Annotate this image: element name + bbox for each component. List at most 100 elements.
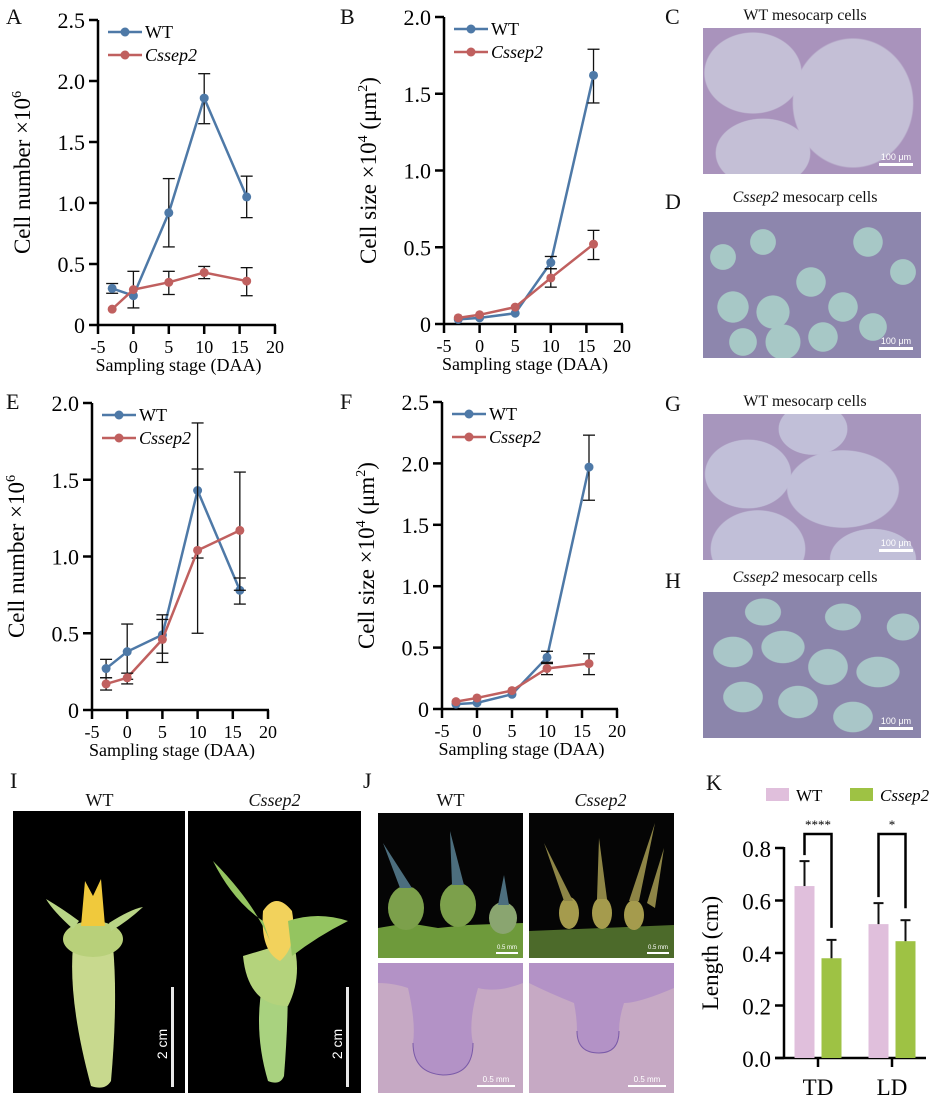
scale-bar-i-mutant [346, 987, 349, 1087]
panel-label-f: F [340, 389, 353, 414]
x-tick-label: 15 [577, 336, 595, 356]
y-tick-label: 2.0 [58, 69, 86, 94]
y-tick-label: 2.0 [52, 391, 80, 416]
x-tick-label: 10 [195, 337, 213, 357]
legend-label-wt: WT [145, 22, 173, 42]
bar-wt-td [794, 886, 815, 1058]
legend-marker [466, 24, 476, 34]
y-tick-label: 1.0 [52, 545, 80, 570]
bar-cssep2-ld [895, 941, 916, 1058]
data-point-cssep2 [242, 276, 252, 286]
y-tick-label: 0.6 [742, 890, 771, 915]
y-tick-label: 0.0 [742, 1047, 771, 1072]
data-point-cssep2 [507, 686, 517, 696]
data-point-cssep2 [122, 673, 132, 683]
x-axis-label: Sampling stage (DAA) [442, 354, 608, 375]
legend-swatch [850, 788, 873, 801]
photo-i-wt-label: WT [85, 790, 114, 810]
micrograph-h-title: Cssep2 mesocarp cells [732, 569, 878, 586]
chart-k-length: 0.0 0.2 0.4 0.6 0.8 Length (cm) TD **** LD * WT Css… [698, 786, 930, 1100]
data-point-cssep2 [235, 525, 245, 535]
panel-label-i: I [10, 768, 18, 793]
data-point-wt [546, 258, 556, 268]
mutant-section-illustration [529, 963, 674, 1054]
scale-bar-d: 100 μm [879, 336, 913, 350]
data-point-cssep2 [546, 273, 556, 283]
x-tick-label: 0 [123, 722, 132, 742]
series-line-wt [105, 486, 241, 670]
legend-marker [114, 433, 124, 443]
data-point-cssep2 [164, 277, 174, 287]
y-tick-label: 1.5 [402, 513, 430, 538]
y-tick-label: 0.5 [52, 621, 80, 646]
x-tick-label: 5 [508, 721, 517, 741]
data-point-cssep2 [584, 659, 594, 669]
y-tick-label: 2.5 [58, 8, 86, 33]
legend-label-wt: WT [139, 405, 167, 425]
photo-j-wt-section: 0.5 mm [378, 963, 523, 1093]
x-tick-label: 15 [224, 722, 242, 742]
panel-label-a: A [6, 4, 22, 29]
legend-swatch [766, 788, 789, 801]
series-line-cssep2 [105, 529, 241, 686]
photo-j-mutant-label: Cssep2 [574, 790, 627, 810]
scale-bar-c: 100 μm [879, 152, 913, 166]
y-tick-label: 1.5 [404, 82, 432, 107]
micrograph-c-wt-mesocarp: 100 μm [703, 28, 921, 174]
y-tick-label: 2.0 [404, 5, 432, 30]
data-point-wt [164, 208, 174, 218]
photo-j-mutant-spines: 0.5 mm [529, 813, 674, 958]
y-tick-label: 0.4 [742, 942, 771, 967]
scale-label-i-mutant: 2 cm [329, 1028, 346, 1060]
scale-bar-i-wt [171, 987, 174, 1087]
x-tick-label: 0 [475, 336, 484, 356]
x-axis-label: Sampling stage (DAA) [96, 355, 262, 376]
legend-label-wt: WT [796, 786, 823, 805]
bar-wt-ld [868, 924, 889, 1058]
micrograph-c-title: WT mesocarp cells [743, 7, 867, 24]
micrograph-d-title: Cssep2 mesocarp cells [732, 189, 878, 206]
scale-label-i-wt: 2 cm [154, 1028, 171, 1060]
x-tick-label: -5 [435, 721, 450, 741]
y-axis-label: Length (cm) [698, 896, 723, 1010]
micrograph-h-mutant-mesocarp: 100 μm [703, 592, 921, 738]
scale-bar-j-bottom-wt: 0.5 mm [477, 1075, 515, 1087]
y-tick-label: 0 [420, 312, 431, 337]
data-point-wt [584, 462, 594, 472]
wt-ovary-illustration [46, 879, 143, 1088]
x-tick-label: -5 [91, 337, 106, 357]
panel-label-j: J [363, 768, 372, 793]
data-point-cssep2 [542, 663, 552, 673]
mutant-spines-illustration [529, 823, 674, 958]
x-tick-label: 20 [266, 337, 284, 357]
scale-bar-j-top-mutant: 0.5 mm [647, 945, 669, 954]
y-tick-label: 0.5 [402, 636, 430, 661]
scale-bar-h: 100 μm [879, 716, 913, 730]
legend-marker [464, 432, 474, 442]
x-tick-label: 10 [538, 721, 556, 741]
significance-bracket [803, 832, 833, 928]
x-tick-label-ld: LD [877, 1075, 908, 1100]
micrograph-g-wt-mesocarp: 100 μm [703, 414, 921, 560]
y-tick-label: 0 [68, 698, 79, 723]
data-point-cssep2 [101, 679, 111, 689]
x-tick-label: -5 [85, 722, 100, 742]
panel-label-k: K [706, 770, 722, 795]
data-point-cssep2 [472, 693, 482, 703]
x-tick-label: 15 [231, 337, 249, 357]
photo-j-mutant-section: 0.5 mm [529, 963, 674, 1093]
data-point-cssep2 [475, 310, 485, 320]
x-tick-label: 20 [259, 722, 277, 742]
wt-section-illustration [378, 963, 523, 1076]
legend-label-cssep2: Cssep2 [145, 45, 197, 65]
x-tick-label: 15 [573, 721, 591, 741]
legend-label-cssep2: Cssep2 [139, 428, 191, 448]
data-point-cssep2 [589, 239, 599, 249]
panel-label-c: C [665, 4, 680, 29]
legend-marker [120, 50, 130, 60]
x-tick-label: 20 [608, 721, 626, 741]
micrograph-g-title: WT mesocarp cells [743, 393, 867, 410]
legend-label-cssep2: Cssep2 [489, 427, 541, 447]
data-point-wt [122, 647, 132, 657]
